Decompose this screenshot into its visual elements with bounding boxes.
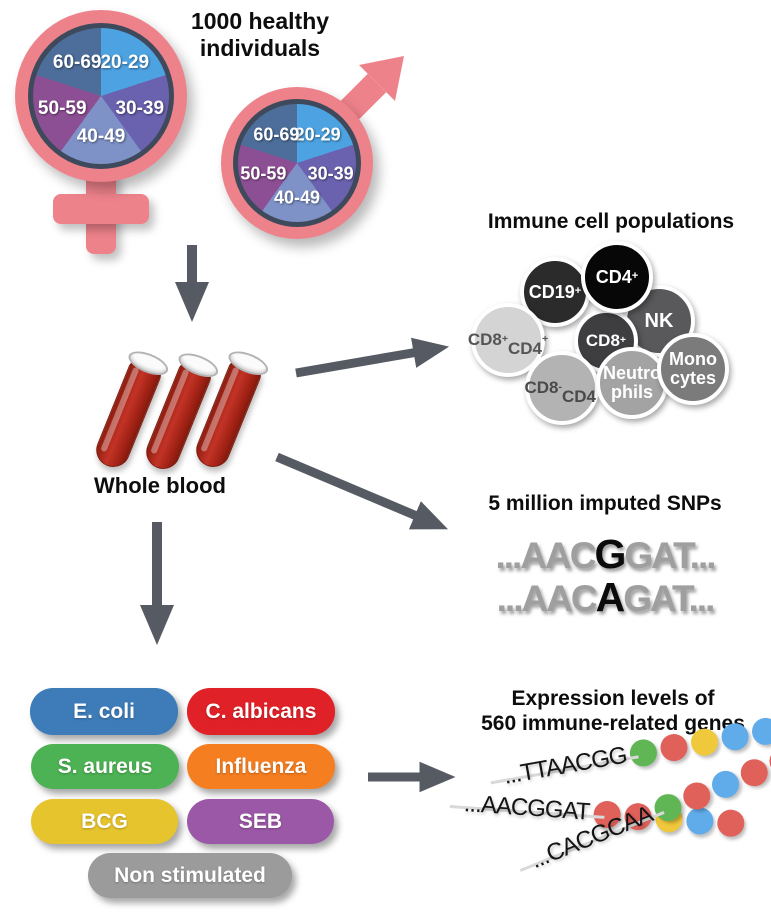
stimulus-pill-influenza: Influenza (187, 744, 335, 789)
cohort-title: 1000 healthy individuals (190, 8, 330, 62)
whole-blood-label: Whole blood (94, 473, 226, 498)
stimulus-pill-non-stimulated: Non stimulated (88, 853, 292, 898)
pie-label-20-29: 20-29 (100, 52, 150, 74)
snp-suffix: GAT... (624, 535, 716, 576)
pie-label-60-69: 60-69 (253, 124, 300, 145)
snp-sequence-row: ...AACGGAT... (438, 531, 771, 578)
expression-dot-blue (750, 715, 771, 747)
expression-title-line2: 560 immune-related genes (481, 711, 745, 735)
pie-label-40-49: 40-49 (76, 125, 126, 147)
pie-label-40-49: 40-49 (273, 187, 321, 208)
snp-sequence-row: ...AACAGAT... (438, 574, 771, 621)
stimulus-pill-bcg: BCG (31, 799, 178, 844)
expression-title-line1: Expression levels of (511, 687, 715, 710)
expression-dot-yellow (689, 725, 721, 758)
female-symbol-cross (53, 194, 149, 224)
pie-label-50-59: 50-59 (240, 163, 287, 184)
expression-dot-blue (719, 720, 751, 752)
cell-cd8-cd4-: CD8-CD4- (524, 351, 600, 425)
male-age-pie: 20-29 30-39 40-49 50-59 60-69 (233, 99, 361, 227)
pie-label-20-29: 20-29 (294, 124, 341, 145)
expression-dot-red (716, 808, 745, 838)
stimulus-pill-s-aureus: S. aureus (31, 744, 179, 789)
pie-label-60-69: 60-69 (52, 52, 102, 74)
cell-neutrophils: Neutro phils (596, 347, 668, 419)
immune-cells-title: Immune cell populations (487, 210, 735, 233)
snps-title: 5 million imputed SNPs (488, 492, 722, 515)
stimulus-pill-c-albicans: C. albicans (187, 688, 335, 735)
expression-title: Expression levels of 560 immune-related … (455, 687, 771, 737)
cell-cd4+: CD4 + (581, 241, 653, 313)
pie-label-50-59: 50-59 (37, 97, 87, 119)
arrow-blood-to-snps (275, 452, 449, 530)
snp-suffix: GAT... (623, 578, 715, 619)
snp-variant-allele: G (594, 531, 627, 577)
expression-dot-green (627, 736, 660, 769)
pie-label-30-39: 30-39 (307, 163, 354, 184)
stimulus-pill-seb: SEB (187, 799, 334, 844)
snp-variant-allele: A (595, 574, 626, 620)
expression-dot-red (736, 754, 771, 790)
snp-prefix: ...AAC (496, 578, 598, 619)
cell-monocytes: Mono cytes (657, 333, 729, 405)
expression-dot-red (658, 731, 690, 763)
snp-prefix: ...AAC (495, 535, 597, 576)
pie-label-30-39: 30-39 (115, 97, 165, 119)
gene-sequence: ...TTAACGG (501, 741, 629, 790)
female-age-pie: 20-29 30-39 40-49 50-59 60-69 (28, 23, 174, 169)
arrow-blood-to-cells (295, 337, 450, 378)
expression-dot-blue (707, 766, 743, 802)
gene-sequence: ...AACGGAT (463, 790, 591, 826)
stimulus-pill-e-coli: E. coli (30, 688, 178, 735)
